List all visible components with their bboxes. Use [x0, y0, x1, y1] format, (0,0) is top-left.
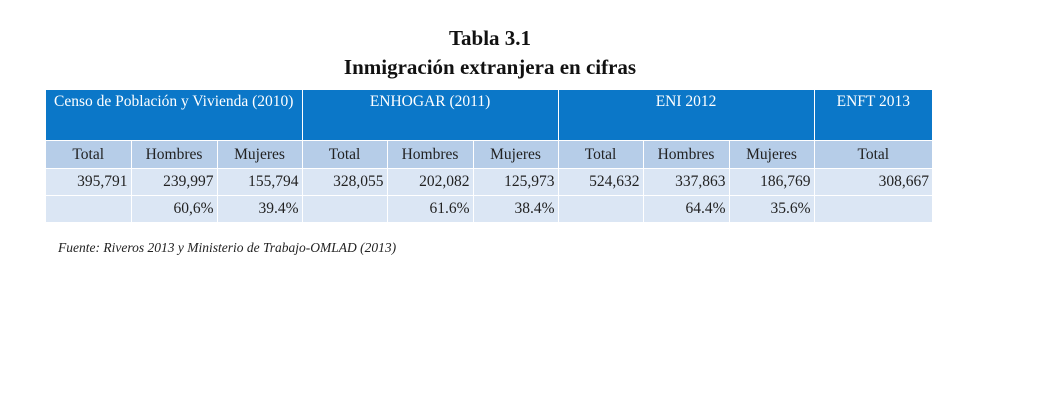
table-cell: 395,791	[46, 168, 131, 196]
table-title: Tabla 3.1	[448, 26, 532, 50]
group-header-censo: Censo de Población y Vivienda (2010)	[46, 90, 303, 141]
table-cell: 328,055	[301, 168, 388, 196]
table-cell: 39.4%	[216, 195, 303, 222]
table-cell	[301, 195, 388, 222]
table-cell: 186,769	[728, 168, 815, 196]
table-cell: 202,082	[386, 168, 474, 196]
column-header: Total	[46, 140, 131, 169]
table-cell: 308,667	[813, 168, 933, 196]
column-header: Hombres	[130, 140, 217, 169]
immigration-table: Censo de Población y Vivienda (2010) ENH…	[46, 90, 933, 222]
group-header-enft: ENFT 2013	[813, 90, 933, 141]
source-note: Fuente: Riveros 2013 y Ministerio de Tra…	[58, 240, 397, 255]
group-header-eni: ENI 2012	[557, 90, 815, 141]
column-header: Hombres	[642, 140, 730, 169]
table-cell: 239,997	[130, 168, 217, 196]
column-header: Total	[557, 140, 644, 169]
group-header-row: Censo de Población y Vivienda (2010) ENH…	[46, 90, 933, 141]
table-cell: 155,794	[216, 168, 303, 196]
group-header-enhogar: ENHOGAR (2011)	[301, 90, 559, 141]
table-cell: 61.6%	[386, 195, 474, 222]
table-cell	[46, 195, 131, 222]
table-cell: 60,6%	[130, 195, 217, 222]
table-cell: 125,973	[472, 168, 559, 196]
table-cell: 35.6%	[728, 195, 815, 222]
column-header: Total	[301, 140, 388, 169]
column-header-row: Total Hombres Mujeres Total Hombres Muje…	[46, 140, 933, 169]
column-header: Mujeres	[472, 140, 559, 169]
table-subtitle: Inmigración extranjera en cifras	[343, 55, 637, 79]
table-cell: 64.4%	[642, 195, 730, 222]
table-row: 60,6% 39.4% 61.6% 38.4% 64.4% 35.6%	[46, 195, 933, 222]
column-header: Mujeres	[216, 140, 303, 169]
column-header: Hombres	[386, 140, 474, 169]
table-cell	[813, 195, 933, 222]
table-cell	[557, 195, 644, 222]
table-cell: 524,632	[557, 168, 644, 196]
table-row: 395,791 239,997 155,794 328,055 202,082 …	[46, 168, 933, 196]
table-cell: 337,863	[642, 168, 730, 196]
column-header: Mujeres	[728, 140, 815, 169]
column-header: Total	[813, 140, 933, 169]
table-cell: 38.4%	[472, 195, 559, 222]
